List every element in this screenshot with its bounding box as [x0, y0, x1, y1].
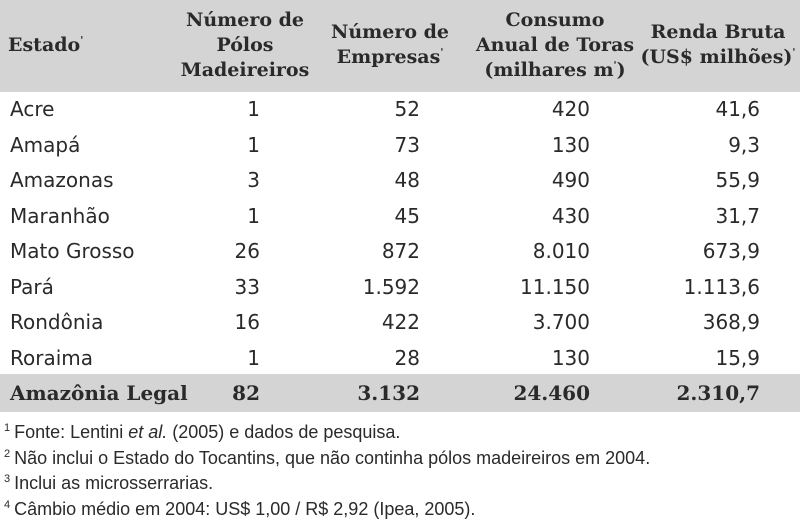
- cell-consumo: 130: [551, 132, 590, 157]
- header-empresas: Número de Empresas': [330, 21, 450, 68]
- cell-consumo: 130: [551, 345, 590, 370]
- cell-estado: Rondônia: [10, 310, 104, 334]
- cell-polos: 3: [247, 168, 260, 192]
- cell-consumo: 490: [551, 168, 590, 192]
- table-row: Mato Grosso 26 872 8.010 673,9: [0, 234, 800, 270]
- table-row: Pará 33 1.592 11.150 1.113,6: [0, 270, 800, 306]
- cell-empresas: 73: [394, 132, 420, 157]
- cell-renda: 673,9: [702, 239, 760, 263]
- table-row: Amazonas 3 48 490 55,9: [0, 163, 800, 199]
- cell-polos: 33: [234, 274, 260, 299]
- cell-polos: 1: [247, 132, 260, 157]
- cell-polos: 16: [234, 310, 260, 334]
- header-polos: Número de Pólos Madeireiros: [180, 9, 310, 81]
- total-empresas: 3.132: [357, 381, 420, 405]
- table-row: Acre 1 52 420 41,6: [0, 92, 800, 128]
- footnote-3: 3 Inclui as microsserrarias.: [4, 473, 214, 493]
- cell-estado: Amapá: [10, 132, 81, 157]
- cell-empresas: 28: [394, 345, 420, 370]
- cell-estado: Maranhão: [10, 203, 110, 228]
- cell-consumo: 430: [551, 203, 590, 228]
- cell-consumo: 8.010: [532, 239, 590, 263]
- footnote-2: 2 Não inclui o Estado do Tocantins, que n…: [4, 447, 651, 468]
- cell-estado: Mato Grosso: [10, 239, 135, 263]
- cell-empresas: 48: [394, 168, 420, 192]
- cell-consumo: 11.150: [520, 274, 590, 299]
- header-estado: Estado': [8, 34, 84, 56]
- cell-empresas: 1.592: [362, 274, 420, 299]
- cell-polos: 1: [247, 203, 260, 228]
- cell-polos: 1: [247, 97, 260, 121]
- cell-estado: Amazonas: [10, 168, 114, 192]
- table-row: Roraima 1 28 130 15,9: [0, 341, 800, 377]
- table-row: Maranhão 1 45 430 31,7: [0, 199, 800, 235]
- total-renda: 2.310,7: [676, 381, 760, 405]
- cell-empresas: 52: [394, 97, 420, 121]
- cell-empresas: 872: [381, 239, 420, 263]
- cell-consumo: 3.700: [532, 310, 590, 334]
- total-row: Amazônia Legal 82 3.132 24.460 2.310,7: [0, 374, 800, 412]
- footnote-4: 4 Câmbio médio em 2004: US$ 1,00 / R$ 2,9…: [4, 498, 476, 519]
- cell-renda: 368,9: [702, 310, 760, 334]
- footnote-1: 1 Fonte: Lentini et al. (2005) e dados de…: [4, 422, 401, 442]
- cell-consumo: 420: [551, 97, 590, 121]
- cell-renda: 41,6: [715, 97, 760, 121]
- cell-estado: Roraima: [10, 345, 94, 370]
- total-polos: 82: [232, 381, 260, 405]
- header-renda: Renda Bruta (US$ milhões)': [640, 21, 796, 68]
- cell-estado: Pará: [10, 274, 54, 299]
- total-consumo: 24.460: [513, 381, 590, 405]
- cell-polos: 26: [234, 239, 260, 263]
- table-header: Estado' Número de Pólos Madeireiros Núme…: [0, 0, 800, 92]
- cell-polos: 1: [247, 345, 260, 370]
- total-estado: Amazônia Legal: [10, 381, 188, 405]
- cell-renda: 9,3: [728, 132, 760, 157]
- cell-estado: Acre: [10, 97, 55, 121]
- header-consumo: Consumo Anual de Toras (milhares m'): [475, 9, 635, 81]
- cell-renda: 55,9: [715, 168, 760, 192]
- cell-renda: 15,9: [715, 345, 760, 370]
- footnotes: 1 Fonte: Lentini et al. (2005) e dados de…: [4, 420, 799, 522]
- cell-empresas: 45: [394, 203, 420, 228]
- table-row: Amapá 1 73 130 9,3: [0, 128, 800, 164]
- cell-renda: 31,7: [715, 203, 760, 228]
- cell-renda: 1.113,6: [683, 274, 760, 299]
- table-row: Rondônia 16 422 3.700 368,9: [0, 305, 800, 341]
- cell-empresas: 422: [381, 310, 420, 334]
